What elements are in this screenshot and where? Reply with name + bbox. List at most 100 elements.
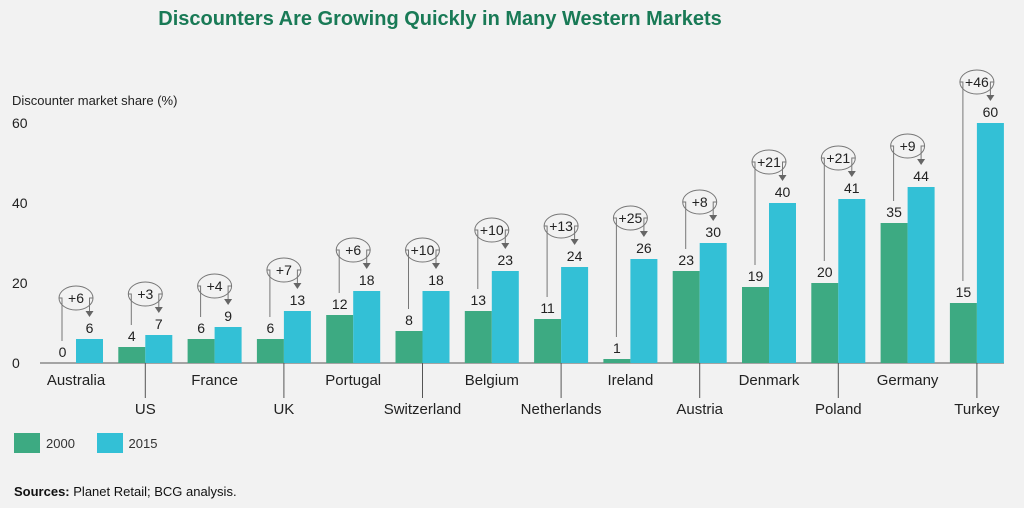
sources-note: Sources: Planet Retail; BCG analysis. (14, 484, 237, 499)
category-label: Ireland (607, 372, 653, 389)
bar-2000 (534, 319, 562, 363)
change-arrow-line (782, 161, 786, 177)
value-label-2000: 4 (128, 328, 136, 344)
value-label-2015: 18 (428, 272, 444, 288)
bar-2015 (76, 339, 103, 363)
category-label: Poland (815, 401, 862, 418)
change-connector (474, 229, 479, 289)
change-connector (405, 249, 409, 309)
change-connector (336, 249, 340, 293)
legend-label-2015: 2015 (128, 435, 158, 451)
bar-2015 (422, 291, 450, 363)
change-label: +7 (276, 262, 292, 278)
value-label-2000: 20 (817, 264, 833, 280)
bar-2015 (283, 311, 311, 363)
category-label: Australia (47, 372, 106, 389)
change-label: +10 (411, 242, 435, 258)
change-connector (266, 269, 271, 317)
value-label-2000: 35 (886, 204, 902, 220)
change-arrow-line (643, 217, 648, 233)
change-connector (59, 297, 63, 341)
value-label-2000: 1 (613, 340, 621, 356)
change-connector (128, 293, 132, 325)
change-connector (197, 285, 202, 317)
value-label-2015: 40 (775, 184, 791, 200)
value-label-2015: 26 (636, 240, 652, 256)
change-arrowhead (847, 171, 856, 177)
category-label: Switzerland (384, 401, 462, 418)
category-label: Belgium (465, 372, 519, 389)
sources-text: Planet Retail; BCG analysis. (73, 484, 237, 499)
change-arrow-line (504, 229, 509, 245)
change-arrowhead (778, 175, 787, 181)
change-connector (752, 161, 756, 265)
bar-2000 (672, 271, 700, 363)
chart-title: Discounters Are Growing Quickly in Many … (158, 8, 722, 30)
legend-label-2000: 2000 (46, 435, 75, 451)
change-arrow-line (435, 249, 440, 265)
category-label: Germany (877, 372, 939, 389)
value-label-2000: 19 (748, 268, 764, 284)
bar-chart: 020406006+6Australia47+3US69+4France613+… (12, 69, 1004, 418)
category-label: UK (273, 401, 294, 418)
change-label: +6 (68, 290, 84, 306)
bar-2015 (699, 243, 727, 363)
bar-2015 (907, 187, 935, 363)
bar-2015 (630, 259, 658, 363)
bar-2000 (464, 311, 492, 363)
change-arrow-line (89, 297, 93, 313)
y-tick-label: 60 (12, 115, 28, 131)
value-label-2015: 9 (224, 308, 232, 324)
change-connector (613, 217, 617, 337)
value-label-2015: 30 (705, 224, 721, 240)
value-label-2015: 7 (155, 316, 163, 332)
change-label: +6 (345, 242, 361, 258)
change-label: +21 (826, 150, 850, 166)
change-label: +25 (619, 210, 643, 226)
change-arrowhead (639, 231, 648, 237)
change-arrow-line (296, 269, 301, 285)
change-arrowhead (85, 311, 94, 317)
y-axis-label: Discounter market share (%) (12, 93, 178, 108)
legend-swatch-2015 (96, 433, 123, 453)
bar-2000 (603, 359, 631, 363)
change-connector (682, 201, 687, 249)
value-label-2015: 44 (913, 168, 929, 184)
bar-2015 (145, 335, 173, 363)
bar-2015 (214, 327, 242, 363)
change-connector (959, 81, 964, 281)
bar-2000 (395, 331, 423, 363)
change-label: +10 (480, 222, 504, 238)
bar-2015 (353, 291, 381, 363)
value-label-2000: 0 (59, 344, 67, 360)
bar-2015 (769, 203, 796, 363)
sources-label: Sources: (14, 484, 70, 499)
value-label-2015: 60 (983, 104, 999, 120)
y-tick-label: 0 (12, 355, 20, 371)
category-label: Austria (676, 401, 723, 418)
bar-2000 (880, 223, 908, 363)
change-label: +8 (692, 194, 708, 210)
change-label: +46 (965, 74, 989, 90)
category-label: Turkey (954, 401, 1000, 418)
value-label-2015: 18 (359, 272, 375, 288)
change-label: +4 (207, 278, 223, 294)
change-arrowhead (362, 263, 371, 269)
category-label: Denmark (739, 372, 800, 389)
legend-item-2015: 2015 (96, 433, 158, 453)
change-arrow-line (574, 225, 579, 241)
value-label-2015: 41 (844, 180, 860, 196)
change-arrowhead (917, 159, 926, 165)
change-arrow-line (366, 249, 371, 265)
change-arrow-line (920, 145, 925, 161)
y-tick-label: 40 (12, 195, 28, 211)
value-label-2000: 11 (540, 300, 555, 316)
bar-2000 (811, 283, 839, 363)
category-label: Netherlands (521, 401, 602, 418)
change-arrowhead (293, 283, 302, 289)
bar-2000 (949, 303, 977, 363)
change-arrow-line (851, 157, 856, 173)
change-arrowhead (224, 299, 233, 305)
bar-2015 (561, 267, 589, 363)
value-label-2015: 23 (498, 252, 514, 268)
